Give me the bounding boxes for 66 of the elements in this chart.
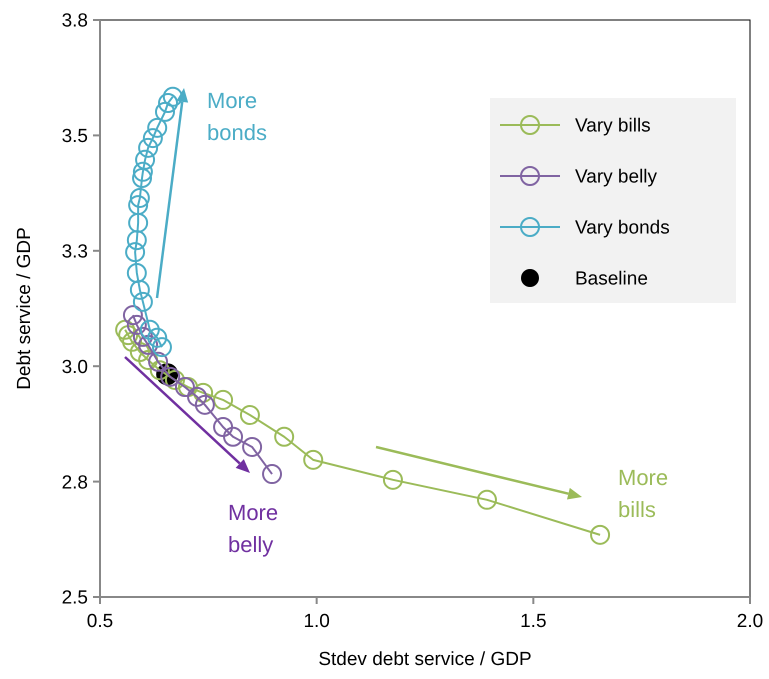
- point: [122, 332, 142, 352]
- point: [194, 394, 215, 415]
- point: [132, 326, 153, 347]
- point: [122, 305, 143, 326]
- point: [132, 292, 153, 312]
- point: [303, 450, 324, 470]
- point: [193, 382, 214, 403]
- point: [274, 426, 294, 447]
- legend-label: Vary bonds: [575, 218, 670, 239]
- point: [132, 168, 152, 188]
- annotation: More bonds: [207, 88, 267, 145]
- point: [130, 342, 150, 362]
- point: [126, 314, 147, 335]
- point: [147, 328, 168, 348]
- point: [262, 464, 282, 484]
- point: [118, 325, 138, 346]
- y-tick-label: 3.5: [62, 126, 88, 148]
- point: [128, 195, 148, 216]
- point: [476, 490, 497, 510]
- point: [162, 86, 183, 107]
- point: [382, 470, 403, 490]
- point: [152, 337, 172, 358]
- point: [138, 334, 158, 355]
- y-tick-label: 2.5: [62, 588, 88, 609]
- point: [128, 212, 148, 233]
- point: [126, 230, 147, 250]
- point: [158, 93, 178, 113]
- annotation: More belly: [228, 500, 278, 557]
- point: [115, 320, 136, 340]
- annotation: More bills: [618, 465, 668, 522]
- legend-label: Baseline: [575, 268, 648, 290]
- x-axis-title: Stdev debt service / GDP: [318, 649, 532, 670]
- point: [135, 150, 156, 170]
- point: [155, 102, 175, 122]
- legend-label: Vary belly: [575, 166, 658, 188]
- point: [187, 386, 208, 407]
- point: [147, 118, 168, 138]
- y-tick-label: 2.8: [62, 472, 88, 494]
- point: [213, 417, 234, 438]
- point: [130, 188, 150, 208]
- point: [148, 352, 168, 372]
- y-tick-label: 3.8: [62, 10, 88, 32]
- x-tick-label: 2.0: [736, 611, 764, 632]
- point: [132, 162, 153, 182]
- x-tick-label: 1.5: [520, 611, 547, 632]
- point: [160, 366, 180, 387]
- point: [138, 138, 158, 158]
- point: [130, 280, 150, 300]
- point: [125, 242, 146, 262]
- point: [138, 350, 158, 370]
- point: [240, 405, 260, 426]
- point: [242, 436, 262, 457]
- y-tick-label: 3.3: [62, 241, 88, 262]
- point: [142, 128, 163, 148]
- point: [140, 320, 160, 340]
- point: [164, 370, 185, 390]
- x-tick-label: 1.0: [303, 611, 330, 632]
- legend-label: Vary bills: [575, 116, 651, 137]
- point: [126, 262, 147, 283]
- x-tick-label: 0.5: [86, 611, 114, 632]
- point: [213, 390, 234, 410]
- point: [223, 426, 244, 447]
- point: [150, 360, 170, 380]
- point: [590, 524, 610, 545]
- y-tick-label: 3.0: [62, 356, 88, 378]
- y-axis-title: Debt service / GDP: [14, 227, 35, 390]
